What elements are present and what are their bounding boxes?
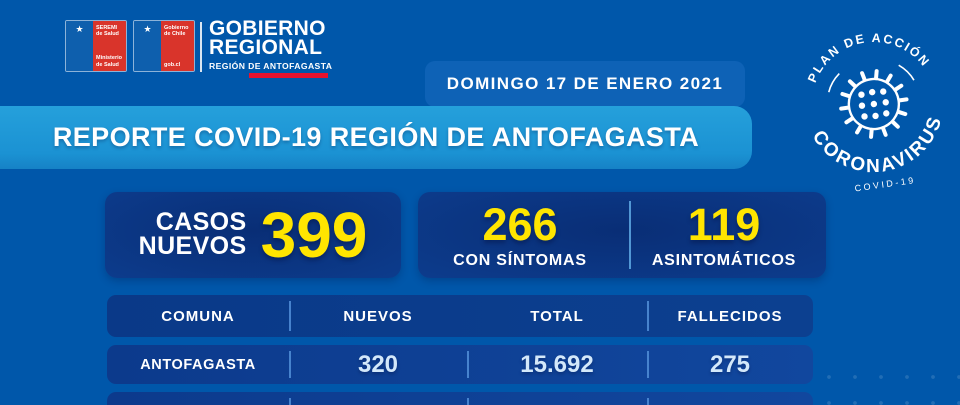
date-banner: DOMINGO 17 DE ENERO 2021 bbox=[425, 61, 745, 107]
symptomatic-value: 266 bbox=[482, 199, 558, 250]
new-cases-label-line2: NUEVOS bbox=[138, 232, 247, 260]
symptomatic-cell: 266 CON SÍNTOMAS bbox=[418, 192, 622, 278]
badge-bottom-arc-text: CORONAVIRUS bbox=[806, 110, 953, 187]
date-text: DOMINGO 17 DE ENERO 2021 bbox=[446, 74, 724, 93]
report-title-banner: REPORTE COVID-19 REGIÓN DE ANTOFAGASTA bbox=[0, 106, 752, 169]
asymptomatic-value: 119 bbox=[687, 199, 761, 250]
col-header-fallecidos: FALLECIDOS bbox=[677, 307, 783, 325]
logo-bottom-text: Ministerio de Salud bbox=[96, 55, 122, 68]
logo-separator-line bbox=[200, 22, 202, 72]
org-line-gobierno: GOBIERNO bbox=[209, 17, 326, 40]
row-divider bbox=[289, 398, 291, 405]
table-header: COMUNA NUEVOS TOTAL FALLECIDOS bbox=[107, 295, 813, 337]
col-header-comuna: COMUNA bbox=[161, 307, 235, 325]
row-total: 15.692 bbox=[520, 350, 594, 378]
row-divider bbox=[289, 351, 291, 378]
new-cases-label-line1: CASOS bbox=[155, 208, 247, 237]
row-nuevos: 320 bbox=[357, 350, 399, 378]
badge-svg: PLAN DE ACCIÓN CORONAVIRUS COVID-19 bbox=[800, 23, 954, 194]
asymptomatic-cell: 119 ASINTOMÁTICOS bbox=[622, 192, 826, 278]
flag-red-panel: SEREMI de Salud Ministerio de Salud bbox=[93, 21, 126, 71]
stat-divider-line bbox=[629, 201, 631, 269]
table-row-antofagasta: ANTOFAGASTA 320 15.692 275 bbox=[107, 345, 813, 384]
symptoms-box: 266 CON SÍNTOMAS 119 ASINTOMÁTICOS bbox=[418, 192, 826, 278]
col-header-total: TOTAL bbox=[530, 307, 584, 325]
asymptomatic-label: ASINTOMÁTICOS bbox=[651, 252, 797, 269]
flag-blue-panel: ★ bbox=[134, 21, 161, 71]
logo-top-text: SEREMI de Salud bbox=[96, 25, 119, 38]
flag-red-panel: Gobierno de Chile gob.cl bbox=[161, 21, 194, 71]
virus-icon bbox=[839, 69, 909, 139]
flag-blue-panel: ★ bbox=[66, 21, 93, 71]
symptomatic-label: CON SÍNTOMAS bbox=[453, 252, 587, 269]
new-cases-label: CASOS NUEVOS bbox=[138, 208, 247, 260]
coat-of-arms-icon: ★ bbox=[143, 24, 152, 34]
coat-of-arms-icon: ★ bbox=[75, 24, 84, 34]
col-header-nuevos: NUEVOS bbox=[343, 307, 413, 325]
header-divider bbox=[289, 301, 291, 331]
badge-left-dash bbox=[827, 72, 840, 93]
new-cases-box: CASOS NUEVOS 399 bbox=[105, 192, 401, 278]
row-divider bbox=[467, 398, 469, 405]
row-fallecidos: 275 bbox=[709, 350, 751, 378]
org-line-region: REGIÓN DE ANTOFAGASTA bbox=[209, 60, 333, 71]
row-divider bbox=[467, 351, 469, 378]
new-cases-value: 399 bbox=[260, 199, 368, 271]
logo-bottom-text: gob.cl bbox=[164, 61, 181, 68]
background-dot-pattern bbox=[810, 358, 960, 405]
logo-gobierno-de-chile: ★ Gobierno de Chile gob.cl bbox=[133, 20, 195, 72]
org-name-block: GOBIERNO REGIONAL REGIÓN DE ANTOFAGASTA bbox=[209, 17, 333, 71]
badge-top-arc-text: PLAN DE ACCIÓN bbox=[800, 23, 934, 87]
row-divider bbox=[647, 351, 649, 378]
badge-covid-text: COVID-19 bbox=[854, 175, 916, 193]
table-row-partial bbox=[107, 392, 813, 405]
logo-ministerio-salud: ★ SEREMI de Salud Ministerio de Salud bbox=[65, 20, 127, 72]
logo-top-text: Gobierno de Chile bbox=[164, 25, 189, 38]
row-comuna: ANTOFAGASTA bbox=[140, 356, 256, 373]
org-line-regional: REGIONAL bbox=[209, 36, 323, 60]
badge-right-dash bbox=[898, 64, 915, 81]
org-red-underline bbox=[249, 73, 328, 78]
coronavirus-plan-badge: PLAN DE ACCIÓN CORONAVIRUS COVID-19 bbox=[774, 5, 960, 206]
header-divider bbox=[647, 301, 649, 331]
report-title: REPORTE COVID-19 REGIÓN DE ANTOFAGASTA bbox=[52, 122, 700, 152]
row-divider bbox=[647, 398, 649, 405]
